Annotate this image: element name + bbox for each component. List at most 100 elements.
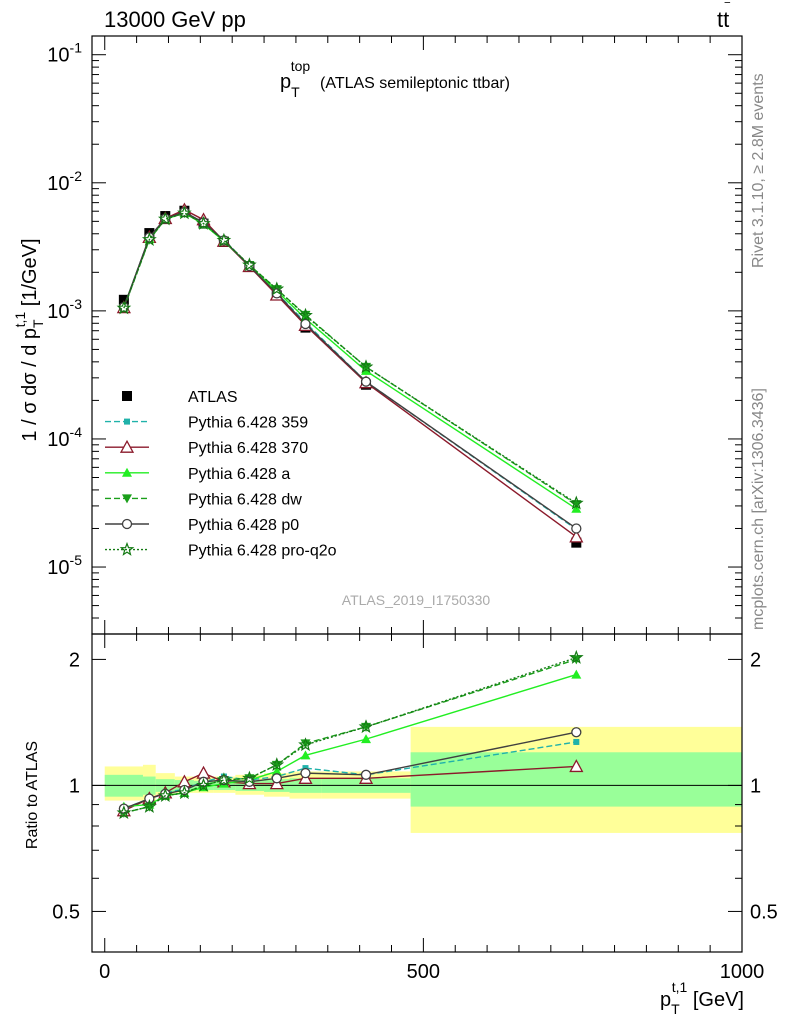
ratio-point-p370	[569, 759, 584, 773]
point-pq2o	[157, 211, 173, 226]
legend-label-ATLAS: ATLAS	[188, 389, 238, 406]
legend-marker-pp0	[121, 518, 133, 530]
ratio-point-pq2o	[298, 737, 313, 752]
process-label-bar: ‾	[724, 0, 731, 16]
legend-marker-pq2o	[119, 541, 135, 556]
xlabel-sub: T	[671, 1001, 680, 1017]
plot-title-sub: T	[291, 84, 300, 100]
ratio-point-pdw	[300, 739, 311, 749]
ratio-point-p370	[196, 765, 211, 779]
y-tick-label: 10-5	[47, 552, 82, 579]
legend-marker-p359	[124, 418, 130, 425]
point-pq2o	[358, 359, 374, 374]
point-pq2o	[568, 495, 584, 510]
x-tick-label: 1000	[720, 961, 765, 983]
series-line-pq2o	[123, 212, 577, 504]
legend-label-p359: Pythia 6.428 359	[188, 415, 308, 432]
legend-marker-ATLAS	[122, 391, 132, 401]
legend-marker-p370	[119, 439, 135, 453]
rivet-label: Rivet 3.1.10, ≥ 2.8M events	[750, 73, 767, 268]
series-line-p370	[123, 209, 577, 538]
ratio-point-pq2o	[242, 770, 257, 785]
point-pq2o	[141, 231, 157, 246]
point-ATLAS	[571, 537, 582, 548]
plot-title: pTtop	[280, 58, 310, 100]
ratio-point-pq2o	[269, 757, 285, 772]
plot-title-sup: top	[291, 58, 311, 74]
plot-title-main: p	[280, 71, 291, 93]
legend-label-pdw: Pythia 6.428 dw	[188, 491, 302, 508]
legend-marker-pdw	[122, 494, 132, 504]
ratio-line-pdw	[123, 658, 577, 814]
series-line-pdw	[123, 212, 577, 505]
xlabel: pTt,1 [GeV]	[660, 979, 744, 1017]
ratio-panel: 0 500 1000 0.5 0.5 1 1 2 2	[52, 633, 778, 983]
legend-label-pa: Pythia 6.428 a	[188, 466, 290, 483]
point-pq2o	[269, 281, 285, 296]
ratio-y-tick-label-right: 1	[750, 775, 761, 797]
legend-label-pp0: Pythia 6.428 p0	[188, 517, 299, 534]
point-pq2o	[298, 307, 313, 322]
energy-label: 13000 GeV pp	[104, 7, 246, 32]
ratio-y-tick-label: 1	[69, 775, 80, 797]
analysis-id: ATLAS_2019_I1750330	[342, 592, 491, 608]
legend-label-p370: Pythia 6.428 370	[188, 440, 308, 457]
ratio-point-pq2o	[177, 785, 192, 800]
xlabel-sup: t,1	[672, 979, 688, 995]
ratio-ylabel: Ratio to ATLAS	[24, 741, 41, 849]
xlabel-unit: [GeV]	[687, 989, 744, 1011]
ratio-point-pq2o	[116, 805, 132, 820]
x-tick-label: 0	[99, 961, 110, 983]
ratio-point-pp0	[300, 767, 311, 779]
mcplots-label: mcplots.cern.ch [arXiv:1306.3436]	[750, 388, 767, 630]
ratio-point-p359	[573, 738, 580, 745]
series-line-pa	[123, 212, 577, 510]
ratio-point-pq2o	[141, 798, 157, 813]
y-tick-label: 10-4	[47, 424, 82, 451]
ratio-point-pa	[361, 734, 372, 744]
point-pp0	[571, 523, 582, 534]
point-pq2o	[242, 257, 257, 272]
point-ATLAS	[118, 294, 129, 305]
main-ylabel: 1 / σ dσ / d pTt,1 [1/GeV]	[12, 238, 46, 441]
main-ylabel-sup: t,1	[12, 312, 28, 328]
point-pp0	[300, 318, 311, 330]
plot-subtitle: (ATLAS semileptonic ttbar)	[320, 75, 510, 92]
y-tick-label: 10-2	[47, 168, 82, 195]
point-pq2o	[116, 300, 132, 315]
point-pq2o	[216, 232, 232, 247]
ratio-y-tick-label-right: 2	[750, 649, 761, 671]
point-p370	[569, 529, 584, 543]
ratio-frame	[91, 633, 743, 953]
main-panel: 10-5 10-4 10-3 10-2 10-1	[47, 35, 743, 635]
point-pq2o	[177, 205, 192, 220]
ratio-y-tick-label: 0.5	[52, 901, 80, 923]
ratio-y-tick-label: 2	[69, 649, 80, 671]
main-ylabel-unit: [1/GeV]	[19, 238, 41, 311]
ratio-point-pp0	[271, 773, 282, 784]
ratio-y-tick-label-right: 0.5	[750, 901, 778, 923]
ratio-point-pp0	[360, 769, 372, 780]
legend: ATLAS Pythia 6.428 359 Pythia 6.428 370 Pyt…	[105, 389, 337, 560]
xlabel-main: p	[660, 989, 671, 1011]
point-pp0	[360, 376, 372, 387]
ratio-point-pa	[571, 669, 582, 679]
ratio-point-pq2o	[358, 719, 374, 734]
ratio-point-pp0	[144, 793, 155, 804]
legend-marker-pa	[122, 467, 132, 477]
ratio-point-pp0	[198, 776, 209, 787]
ratio-point-pq2o	[568, 649, 584, 664]
ratio-point-pq2o	[216, 772, 232, 787]
main-ylabel-main: 1 / σ dσ / d p	[19, 328, 41, 442]
y-tick-label: 10-1	[47, 40, 82, 67]
ratio-point-pp0	[571, 727, 582, 738]
ratio-point-pq2o	[157, 787, 173, 803]
y-tick-label: 10-3	[47, 296, 82, 323]
x-tick-label: 500	[407, 961, 440, 983]
point-pq2o	[196, 215, 211, 230]
legend-label-pq2o: Pythia 6.428 pro-q2o	[188, 543, 337, 560]
ratio-point-pq2o	[196, 777, 211, 792]
ratio-point-pa	[271, 766, 282, 776]
process-label: tt	[717, 7, 729, 32]
